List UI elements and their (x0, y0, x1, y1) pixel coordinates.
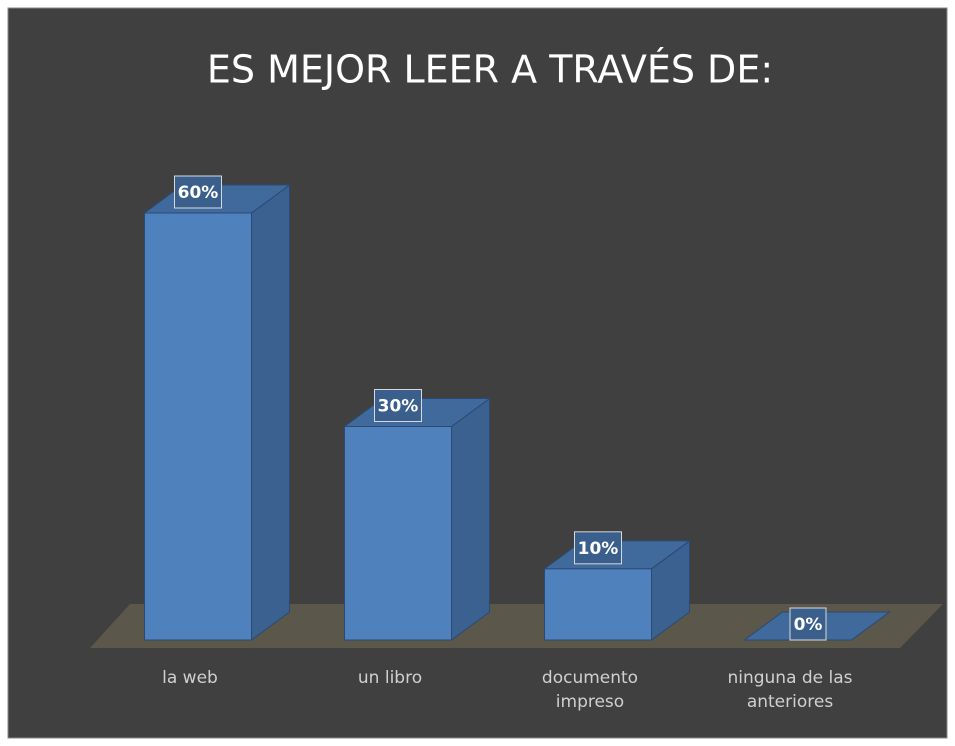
value-label: 0% (794, 615, 823, 635)
floor (90, 604, 943, 648)
bar-front (144, 212, 252, 641)
value-label: 30% (378, 397, 419, 417)
bar-side (451, 397, 490, 641)
x-tick-label: la web (162, 668, 218, 688)
bar-front (344, 426, 452, 641)
value-label-box (789, 607, 827, 641)
bar (342, 397, 492, 641)
x-tick-label: ninguna de las anteriores (727, 668, 853, 712)
value-label: 60% (178, 183, 219, 203)
bar-side (251, 184, 290, 641)
value-label-box (374, 389, 422, 422)
x-tick-label: documento impreso (541, 668, 639, 712)
value-label-box (574, 531, 622, 565)
chart-title: ES MEJOR LEER A TRAVÉS DE: (207, 48, 773, 92)
value-label: 10% (578, 539, 619, 559)
bar-front (544, 568, 652, 641)
bar (142, 184, 292, 641)
value-label-box (174, 175, 222, 209)
x-tick-label: un libro (357, 668, 423, 688)
